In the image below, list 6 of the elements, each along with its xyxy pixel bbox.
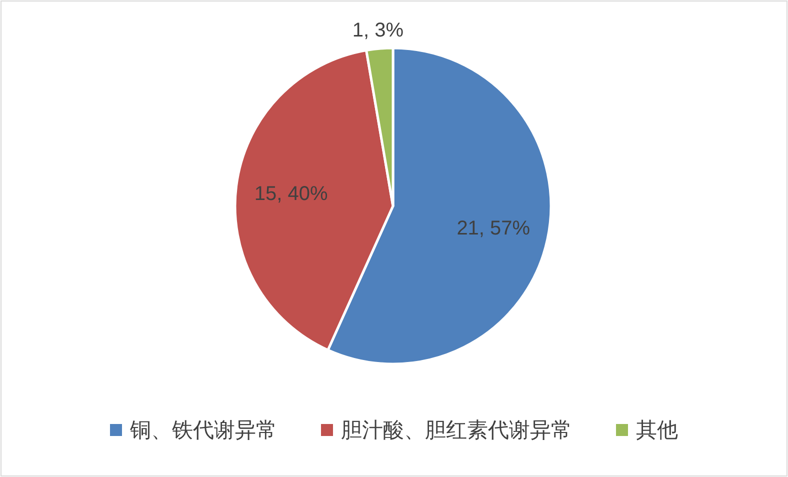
data-label: 21, 57% [456, 218, 530, 240]
legend-label: 铜、铁代谢异常 [129, 419, 277, 442]
legend-label: 胆汁酸、胆红素代谢异常 [341, 419, 572, 442]
data-label: 15, 40% [254, 182, 328, 205]
data-label: 1, 3% [352, 20, 404, 42]
legend-label: 其他 [636, 419, 678, 442]
